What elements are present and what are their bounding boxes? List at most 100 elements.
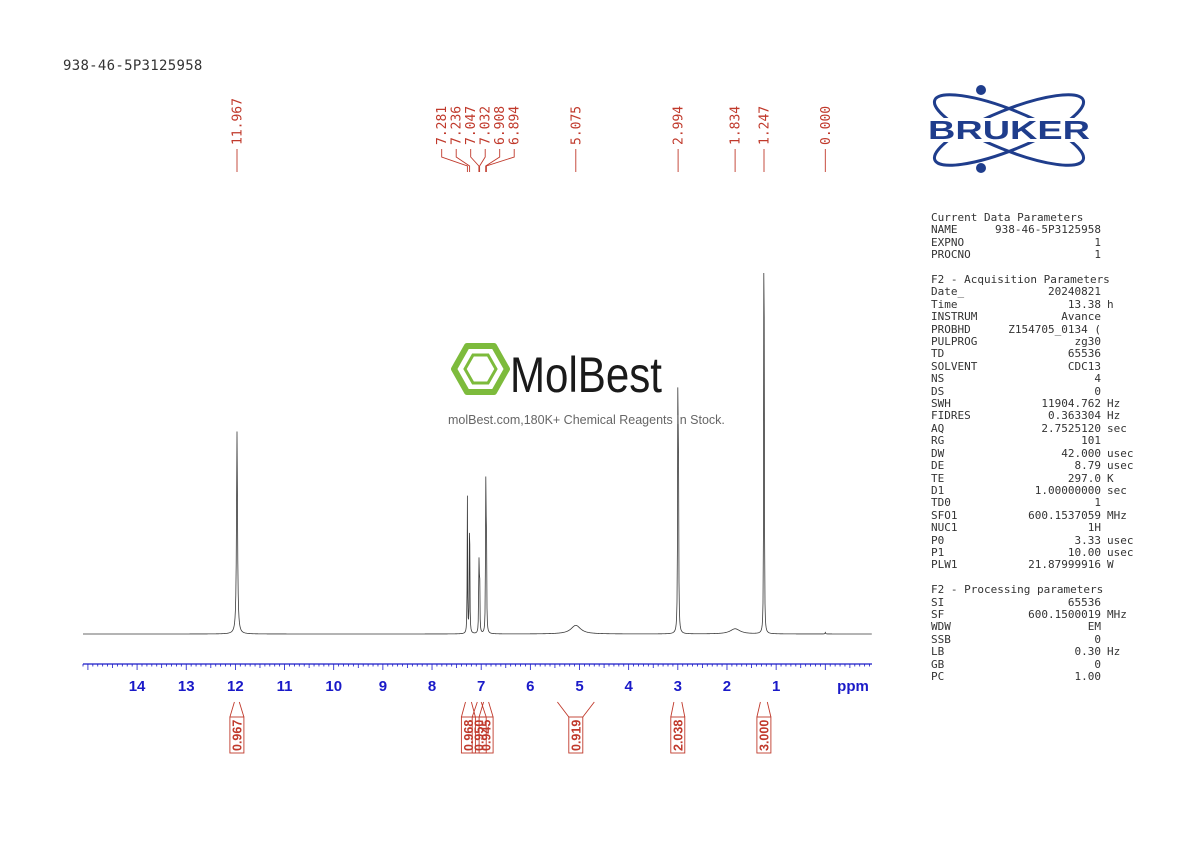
integral-value: 0.919 (569, 720, 583, 751)
parameter-value: CDC13 (1067, 359, 1101, 373)
parameter-row: INSTRUM Avance (931, 310, 1161, 324)
parameter-row: SSB 0 (931, 632, 1161, 646)
peak-leader-line (470, 149, 480, 172)
x-tick-label: 9 (379, 678, 387, 695)
parameter-key: SF (931, 607, 945, 621)
parameter-row: LB 0.30 Hz (931, 645, 1161, 659)
parameter-row: NS 4 (931, 372, 1161, 386)
integral-box (670, 716, 686, 754)
parameter-unit (1101, 659, 1107, 671)
parameter-unit (1101, 522, 1107, 534)
peak-label: 11.967 (231, 98, 246, 145)
parameter-row: Date_ 20240821 (931, 285, 1161, 299)
parameter-unit (1101, 497, 1107, 509)
parameter-key: NAME (931, 223, 958, 237)
parameter-unit: usec (1107, 459, 1134, 473)
integral-value: 0.967 (230, 720, 244, 751)
parameter-value: 0 (1094, 657, 1101, 671)
parameter-unit (1101, 348, 1107, 360)
parameter-value: Z154705_0134 ( (1008, 322, 1101, 336)
parameter-row: AQ 2.7525120 sec (931, 421, 1161, 435)
parameter-row: RG 101 (931, 434, 1161, 448)
parameter-value: 101 (1081, 434, 1101, 448)
parameter-unit: sec (1107, 483, 1127, 497)
parameter-unit: W (1107, 558, 1114, 572)
parameter-key: D1 (931, 483, 945, 497)
parameter-key: SOLVENT (931, 359, 978, 373)
parameter-key: TD (931, 347, 945, 361)
x-tick-label: 13 (178, 678, 195, 695)
parameter-key: GB (931, 657, 945, 671)
integral-bracket (557, 701, 595, 718)
parameter-value: 600.1537059 (1028, 508, 1101, 522)
parameter-unit (1101, 361, 1107, 373)
peak-label: 0.000 (819, 106, 834, 145)
parameter-unit: Hz (1107, 645, 1121, 659)
peak-label: 7.032 (479, 106, 494, 145)
peak-label: 7.236 (450, 106, 465, 145)
integral-box (460, 716, 476, 754)
parameter-key: EXPNO (931, 235, 965, 249)
parameter-value: 4 (1094, 372, 1101, 386)
parameter-unit (1101, 435, 1107, 447)
parameter-unit: MHz (1107, 508, 1127, 522)
integral-box (568, 716, 584, 754)
parameter-unit (1101, 671, 1107, 683)
parameter-value: 21.87999916 (1028, 558, 1101, 572)
x-tick-label: 6 (526, 678, 534, 695)
x-tick-label: 1 (772, 678, 780, 695)
parameter-value: 0.363304 (1048, 409, 1101, 423)
parameter-row: PC 1.00 (931, 670, 1161, 683)
x-tick-label: 8 (428, 678, 436, 695)
parameter-value: 0 (1094, 632, 1101, 646)
parameter-key: SFO1 (931, 508, 958, 522)
parameter-key: RG (931, 434, 945, 448)
parameter-row: P0 3.33 usec (931, 533, 1161, 547)
parameter-value: 1 (1094, 248, 1101, 262)
peak-label: 2.994 (672, 106, 687, 145)
parameter-row: TD0 1 (931, 496, 1161, 510)
acquisition-parameters-panel: Current Data Parameters NAME 938-46-5P312… (931, 211, 1161, 696)
parameter-key: TD0 (931, 496, 951, 510)
parameter-key: NUC1 (931, 521, 958, 535)
parameter-row: D1 1.00000000 sec (931, 483, 1161, 497)
parameter-key: AQ (931, 421, 945, 435)
parameter-key: LB (931, 645, 945, 659)
parameter-value: 0.30 (1074, 645, 1102, 659)
x-tick-label: 5 (575, 678, 583, 695)
parameter-unit: MHz (1107, 607, 1127, 621)
parameter-row: FIDRES 0.363304 Hz (931, 409, 1161, 423)
parameter-value: 2.7525120 (1041, 421, 1101, 435)
parameter-row: DE 8.79 usec (931, 459, 1161, 473)
parameter-value: 1.00 (1074, 670, 1102, 683)
parameter-value: 938-46-5P3125958 (995, 223, 1101, 237)
peak-label: 6.908 (493, 106, 508, 145)
parameter-key: INSTRUM (931, 310, 978, 324)
parameter-row: GB 0 (931, 657, 1161, 671)
integral-bracket (756, 701, 772, 718)
parameter-row: SF 600.1500019 MHz (931, 607, 1161, 621)
parameter-value: 20240821 (1048, 285, 1101, 299)
processing-title: F2 - Processing parameters (931, 583, 1104, 597)
parameter-unit: Hz (1107, 397, 1121, 411)
parameter-unit: sec (1107, 421, 1127, 435)
parameter-row: PLW1 21.87999916 W (931, 558, 1161, 572)
peak-leader-line (479, 149, 486, 172)
x-tick-label: 12 (227, 678, 244, 695)
x-axis: 14 13 12 11 10 9 8 7 6 5 4 3 2 1 ppm (82, 663, 872, 695)
parameter-row: EXPNO 1 (931, 235, 1161, 249)
parameter-key: FIDRES (931, 409, 971, 423)
parameter-value: 3.33 (1074, 533, 1102, 547)
parameter-unit: usec (1107, 446, 1134, 460)
molbest-wordmark: MolBest (510, 347, 662, 403)
integral-value: 3.000 (757, 720, 771, 751)
parameter-row: TD 65536 (931, 347, 1161, 361)
x-axis-label: ppm (837, 678, 869, 695)
parameter-key: PLW1 (931, 558, 958, 572)
spectrum-trace (83, 272, 872, 635)
parameter-unit (1101, 224, 1107, 236)
processing-section: F2 - Processing parameters SI 65536 SF 600.… (931, 583, 1161, 683)
parameter-row: PROCNO 1 (931, 248, 1161, 262)
x-tick-label: 10 (325, 678, 342, 695)
peak-label: 7.281 (435, 106, 450, 145)
